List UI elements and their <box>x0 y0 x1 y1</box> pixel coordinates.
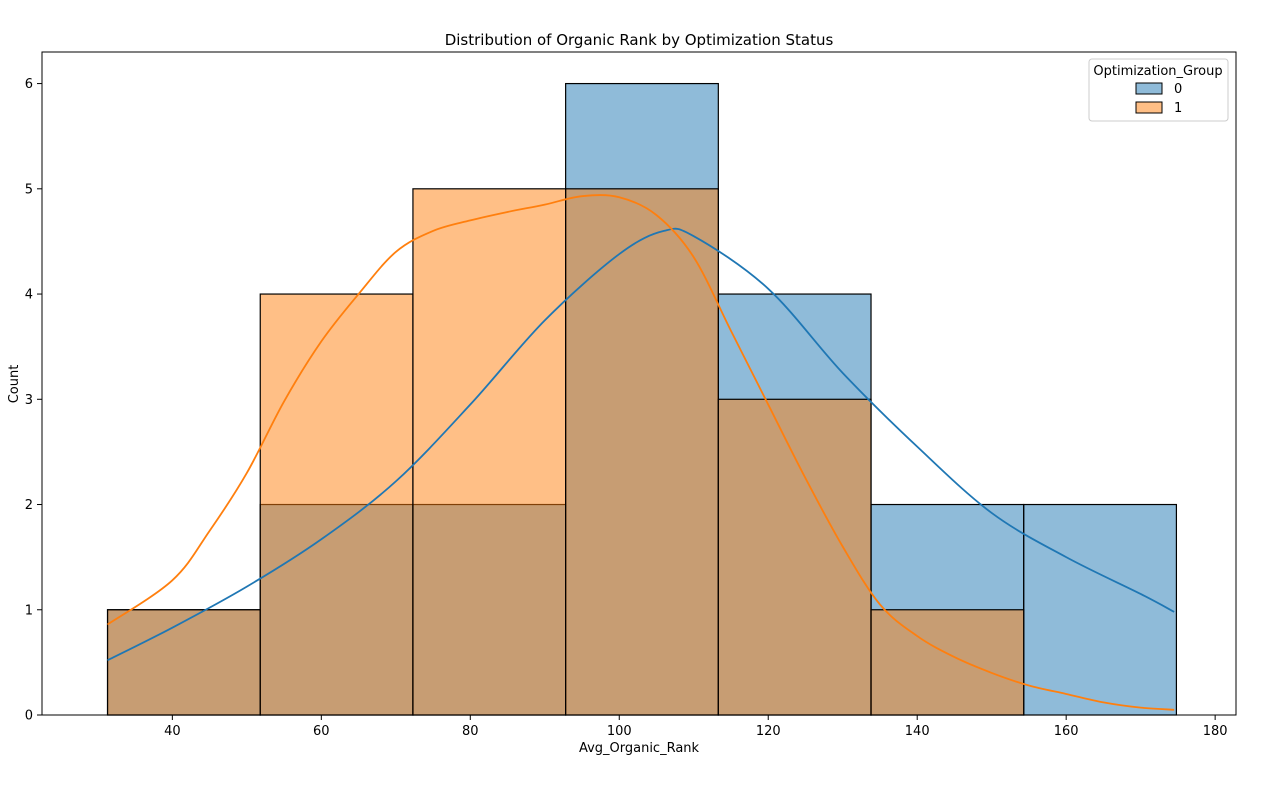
x-tick-label: 100 <box>607 724 632 739</box>
bar-series-1-bin-4 <box>717 398 872 716</box>
y-tick-label: 2 <box>25 498 33 513</box>
kde-layer <box>107 194 1175 711</box>
x-tick-label: 60 <box>313 724 330 739</box>
chart-title: Distribution of Organic Rank by Optimiza… <box>445 31 834 49</box>
x-tick-label: 180 <box>1203 724 1228 739</box>
y-tick-label: 1 <box>25 603 33 618</box>
x-axis-label: Avg_Organic_Rank <box>579 741 700 756</box>
bar-series-0-bin-6 <box>1023 503 1178 716</box>
x-tick-label: 120 <box>756 724 781 739</box>
bar-series-1-bin-3 <box>565 188 719 716</box>
kde-line-series-1 <box>107 194 1175 711</box>
x-tick-label: 140 <box>905 724 930 739</box>
bar-series-1-bin-2 <box>412 188 567 716</box>
x-tick-label: 40 <box>164 724 181 739</box>
bar-series-1-bin-0 <box>106 609 261 716</box>
legend-label-1: 1 <box>1174 101 1182 116</box>
y-tick-label: 5 <box>25 182 33 197</box>
bar-series-1-bin-1 <box>259 293 414 716</box>
y-axis: 0 1 2 3 4 5 6 <box>25 77 42 724</box>
y-tick-label: 4 <box>25 288 33 303</box>
legend-swatch-1 <box>1135 101 1163 114</box>
y-tick-label: 6 <box>25 77 33 92</box>
bar-series-1-bin-5 <box>870 609 1025 716</box>
plot-frame <box>41 51 1237 716</box>
x-tick-label: 160 <box>1054 724 1079 739</box>
y-axis-label: Count <box>7 365 22 404</box>
legend: Optimization_Group 0 1 <box>1088 58 1229 122</box>
x-axis: 40 60 80 100 120 140 160 180 <box>164 715 1228 739</box>
legend-swatch-0 <box>1135 82 1163 95</box>
y-tick-label: 3 <box>25 393 33 408</box>
kde-line-series-0 <box>107 227 1175 662</box>
y-tick-label: 0 <box>25 709 33 724</box>
legend-label-0: 0 <box>1174 82 1182 97</box>
x-tick-label: 80 <box>462 724 479 739</box>
legend-title: Optimization_Group <box>1093 64 1222 79</box>
bars-layer <box>106 82 1178 716</box>
